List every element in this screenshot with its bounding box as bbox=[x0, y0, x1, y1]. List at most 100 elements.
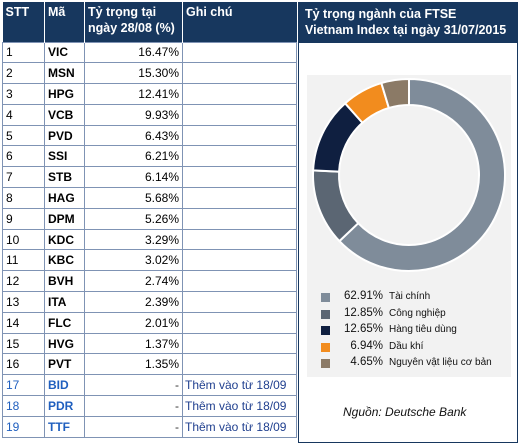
chart-title-line-2: Vietnam Index tại ngày 31/07/2015 bbox=[305, 23, 507, 37]
table-row: 14 FLC 2.01% bbox=[2, 311, 297, 334]
col-header-weight: Tỷ trọng tại ngày 28/08 (%) bbox=[84, 2, 183, 42]
table-row: 10 KDC 3.29% bbox=[2, 228, 297, 251]
table-row: 8 HAG 5.68% bbox=[2, 187, 297, 209]
row-weight: - bbox=[84, 374, 183, 397]
row-note bbox=[182, 249, 297, 272]
row-code: HPG bbox=[44, 83, 85, 105]
row-stt: 18 bbox=[2, 395, 45, 417]
row-stt: 19 bbox=[2, 415, 45, 438]
row-weight: 5.26% bbox=[84, 207, 183, 230]
legend-item: 4.65% Nguyên vật liệu cơ bản bbox=[315, 355, 511, 372]
col-header-code: Mã bbox=[44, 2, 85, 42]
row-note bbox=[182, 41, 297, 64]
legend-swatch bbox=[321, 342, 330, 352]
row-note bbox=[182, 166, 297, 189]
row-code: SSI bbox=[44, 145, 85, 168]
row-code: VIC bbox=[44, 41, 85, 64]
table-row: 5 PVD 6.43% bbox=[2, 124, 297, 147]
row-code: TTF bbox=[44, 415, 85, 438]
row-weight: - bbox=[84, 415, 183, 438]
source-note: Nguồn: Deutsche Bank bbox=[343, 405, 467, 419]
row-stt: 5 bbox=[2, 124, 45, 147]
legend-swatch bbox=[321, 359, 330, 368]
row-weight: 1.35% bbox=[84, 353, 183, 376]
row-weight: 15.30% bbox=[84, 62, 183, 85]
table-row: 13 ITA 2.39% bbox=[2, 291, 297, 313]
row-code: DPM bbox=[44, 207, 85, 230]
table-row: 18 PDR - Thêm vào từ 18/09 bbox=[2, 395, 297, 417]
legend-swatch bbox=[321, 293, 330, 302]
row-note bbox=[182, 62, 297, 85]
chart-title: Tỷ trọng ngành của FTSE Vietnam Index tạ… bbox=[299, 3, 517, 43]
row-note bbox=[182, 291, 297, 313]
donut-slice-1 bbox=[312, 169, 360, 243]
table-row: 9 DPM 5.26% bbox=[2, 207, 297, 230]
row-weight: 6.43% bbox=[84, 124, 183, 147]
row-stt: 17 bbox=[2, 374, 45, 397]
row-stt: 11 bbox=[2, 249, 45, 272]
row-weight: 2.39% bbox=[84, 291, 183, 313]
table-row: 17 BID - Thêm vào từ 18/09 bbox=[2, 374, 297, 397]
row-stt: 12 bbox=[2, 270, 45, 293]
legend-item: 12.85% Công nghiệp bbox=[315, 306, 511, 323]
table-row: 6 SSI 6.21% bbox=[2, 145, 297, 168]
row-note bbox=[182, 270, 297, 293]
row-note: Thêm vào từ 18/09 bbox=[182, 415, 297, 438]
row-note: Thêm vào từ 18/09 bbox=[182, 374, 297, 397]
row-stt: 4 bbox=[2, 103, 45, 126]
row-note bbox=[182, 207, 297, 230]
table-row: 11 KBC 3.02% bbox=[2, 249, 297, 272]
row-stt: 3 bbox=[2, 83, 45, 105]
legend-item: 62.91% Tài chính bbox=[315, 289, 511, 306]
row-stt: 7 bbox=[2, 166, 45, 189]
table-row: 2 MSN 15.30% bbox=[2, 62, 297, 85]
row-stt: 10 bbox=[2, 228, 45, 251]
row-note bbox=[182, 228, 297, 251]
row-code: ITA bbox=[44, 291, 85, 313]
row-weight: 1.37% bbox=[84, 332, 183, 355]
row-weight: 5.68% bbox=[84, 187, 183, 209]
row-code: KBC bbox=[44, 249, 85, 272]
row-note bbox=[182, 353, 297, 376]
row-weight: 6.21% bbox=[84, 145, 183, 168]
chart-area: 62.91% Tài chính 12.85% Công nghiệp 12.65% Hà… bbox=[307, 75, 511, 377]
legend-swatch bbox=[321, 326, 330, 335]
legend-value: 6.94% bbox=[350, 339, 383, 352]
legend-swatch bbox=[321, 309, 330, 319]
legend-label: Nguyên vật liệu cơ bản bbox=[389, 357, 492, 368]
row-stt: 6 bbox=[2, 145, 45, 168]
row-weight: - bbox=[84, 395, 183, 417]
row-code: MSN bbox=[44, 62, 85, 85]
legend-label: Công nghiệp bbox=[389, 307, 446, 319]
row-code: KDC bbox=[44, 228, 85, 251]
legend-label: Tài chính bbox=[389, 291, 431, 302]
col-header-note: Ghi chú bbox=[182, 2, 297, 42]
sector-weight-panel: Tỷ trọng ngành của FTSE Vietnam Index tạ… bbox=[298, 2, 518, 443]
legend-value: 12.85% bbox=[343, 306, 383, 319]
table-header-row: STT Mã Tỷ trọng tại ngày 28/08 (%) Ghi c… bbox=[2, 2, 297, 42]
table-row: 16 PVT 1.35% bbox=[2, 353, 297, 376]
donut-slice-0 bbox=[337, 77, 506, 272]
row-stt: 2 bbox=[2, 62, 45, 85]
legend-value: 12.65% bbox=[343, 323, 383, 335]
index-weights-table: STT Mã Tỷ trọng tại ngày 28/08 (%) Ghi c… bbox=[2, 2, 297, 438]
row-stt: 1 bbox=[2, 41, 45, 64]
row-code: PVT bbox=[44, 353, 85, 376]
row-code: PDR bbox=[44, 395, 85, 417]
row-stt: 16 bbox=[2, 353, 45, 376]
table-row: 7 STB 6.14% bbox=[2, 166, 297, 189]
legend-value: 4.65% bbox=[350, 356, 383, 368]
col-header-stt: STT bbox=[2, 2, 45, 42]
legend-label: Hàng tiêu dùng bbox=[389, 324, 457, 335]
row-note bbox=[182, 187, 297, 209]
row-code: FLC bbox=[44, 311, 85, 334]
table-row: 12 BVH 2.74% bbox=[2, 270, 297, 293]
donut-slice-4 bbox=[380, 77, 410, 110]
donut-chart bbox=[312, 77, 506, 272]
row-stt: 15 bbox=[2, 332, 45, 355]
row-weight: 6.14% bbox=[84, 166, 183, 189]
table-row: 15 HVG 1.37% bbox=[2, 332, 297, 355]
row-note bbox=[182, 103, 297, 126]
row-code: STB bbox=[44, 166, 85, 189]
row-weight: 12.41% bbox=[84, 83, 183, 105]
